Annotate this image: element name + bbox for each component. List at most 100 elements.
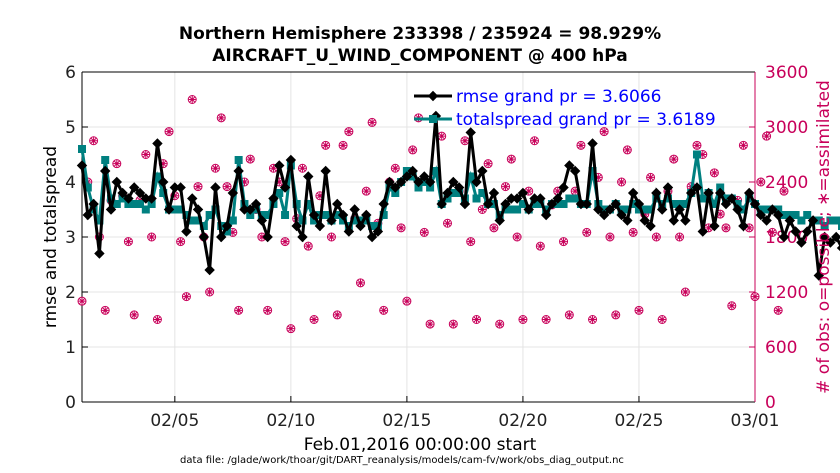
obs-assimilated-point: [768, 228, 777, 237]
rmse-point: [268, 193, 279, 204]
rmse-point: [500, 198, 511, 210]
obs-assimilated-point: [519, 315, 527, 324]
rmse-point: [227, 187, 239, 199]
rmse-point: [297, 231, 308, 243]
y-tick-label: 5: [65, 118, 76, 138]
rmse-point: [627, 187, 639, 199]
rmse-point: [436, 198, 447, 210]
chart-subtitle: AIRCRAFT_U_WIND_COMPONENT @ 400 hPa: [212, 46, 627, 66]
rmse-point: [401, 171, 413, 182]
rmse-point: [598, 209, 610, 221]
obs-assimilated-point: [397, 224, 405, 232]
rmse-point: [320, 165, 331, 177]
obs-assimilated-point: [629, 228, 637, 237]
obs-assimilated-point: [559, 237, 568, 246]
rmse-point: [610, 198, 621, 210]
obs-possible-point: [472, 315, 482, 324]
rmse-point: [349, 204, 360, 215]
obs-assimilated-point: [426, 320, 434, 328]
obs-possible-point: [396, 223, 406, 233]
obs-assimilated-point: [554, 187, 562, 195]
obs-possible-point: [152, 315, 162, 324]
obs-possible-point: [425, 319, 435, 329]
rmse-point: [471, 176, 482, 188]
rmse-point: [146, 193, 157, 204]
obs-assimilated-point: [368, 118, 376, 127]
obs-assimilated-point: [728, 302, 736, 310]
totalspread-point: [292, 200, 301, 208]
obs-assimilated-point: [699, 150, 707, 159]
obs-assimilated-point: [763, 132, 771, 140]
legend-marker-0: [427, 90, 439, 102]
rmse-point: [825, 237, 836, 248]
rmse-point: [384, 176, 395, 188]
obs-assimilated-point: [681, 288, 689, 296]
obs-possible-point: [408, 145, 418, 155]
obs-possible-point: [530, 136, 540, 146]
x-axis-label: Feb.01,2016 00:00:00 start: [304, 435, 537, 455]
obs-possible-point: [512, 232, 522, 242]
obs-assimilated-point: [258, 233, 266, 241]
legend-entry-1: totalspread grand pr = 3.6189: [456, 110, 716, 130]
y2-tick-label: 0: [765, 393, 776, 413]
rmse-point: [117, 187, 128, 199]
rmse-point: [593, 204, 604, 215]
rmse-point: [656, 204, 668, 215]
rmse-point: [361, 209, 372, 221]
obs-assimilated-point: [391, 164, 399, 172]
x-tick-label: 02/15: [382, 411, 431, 431]
rmse-point: [216, 231, 227, 243]
obs-assimilated-point: [246, 155, 254, 163]
obs-possible-point: [634, 305, 644, 315]
obs-assimilated-point: [583, 228, 591, 237]
obs-possible-point: [651, 232, 661, 242]
rmse-point: [726, 193, 738, 204]
rmse-point: [633, 198, 645, 210]
rmse-point: [511, 193, 523, 204]
obs-possible-point: [193, 182, 203, 192]
rmse-point: [407, 165, 418, 177]
obs-assimilated-point: [275, 178, 283, 186]
rmse-point: [639, 215, 650, 226]
obs-assimilated-point: [403, 297, 411, 305]
obs-possible-point: [692, 140, 702, 150]
rmse-point: [134, 187, 146, 199]
obs-possible-point: [344, 127, 354, 137]
obs-possible-point: [501, 182, 511, 192]
obs-assimilated-point: [223, 182, 231, 191]
obs-assimilated-point: [513, 233, 521, 241]
rmse-point: [395, 176, 407, 188]
y-tick-label: 1: [65, 338, 76, 358]
obs-assimilated-point: [600, 127, 608, 136]
legend-marker-1: [429, 115, 437, 123]
rmse-point: [343, 226, 355, 237]
obs-possible-point: [588, 315, 598, 324]
obs-possible-point: [321, 140, 331, 150]
obs-assimilated-point: [142, 150, 150, 159]
rmse-point: [836, 244, 840, 252]
rmse-point: [355, 220, 366, 232]
rmse-point: [651, 187, 662, 199]
rmse-point: [94, 248, 105, 259]
plot-area: 012345606001200180024003000360002/0502/1…: [65, 63, 840, 431]
rmse-point: [535, 193, 546, 204]
obs-possible-point: [559, 237, 569, 247]
rmse-point: [453, 182, 465, 193]
totalspread-point: [141, 205, 150, 214]
obs-possible-point: [332, 310, 342, 320]
obs-possible-point: [402, 296, 412, 306]
obs-assimilated-point: [623, 146, 631, 154]
obs-possible-point: [506, 154, 516, 164]
rmse-point: [88, 198, 99, 210]
rmse-point: [192, 204, 204, 215]
obs-possible-point: [466, 237, 476, 247]
totalspread-point: [803, 211, 812, 219]
y-tick-label: 3: [65, 228, 76, 248]
totalspread-point: [791, 211, 800, 219]
obs-possible-point: [779, 186, 789, 196]
obs-assimilated-point: [333, 311, 341, 319]
obs-assimilated-point: [449, 320, 457, 328]
rmse-point: [337, 209, 349, 221]
rmse-point: [662, 182, 674, 193]
obs-possible-point: [721, 223, 731, 233]
